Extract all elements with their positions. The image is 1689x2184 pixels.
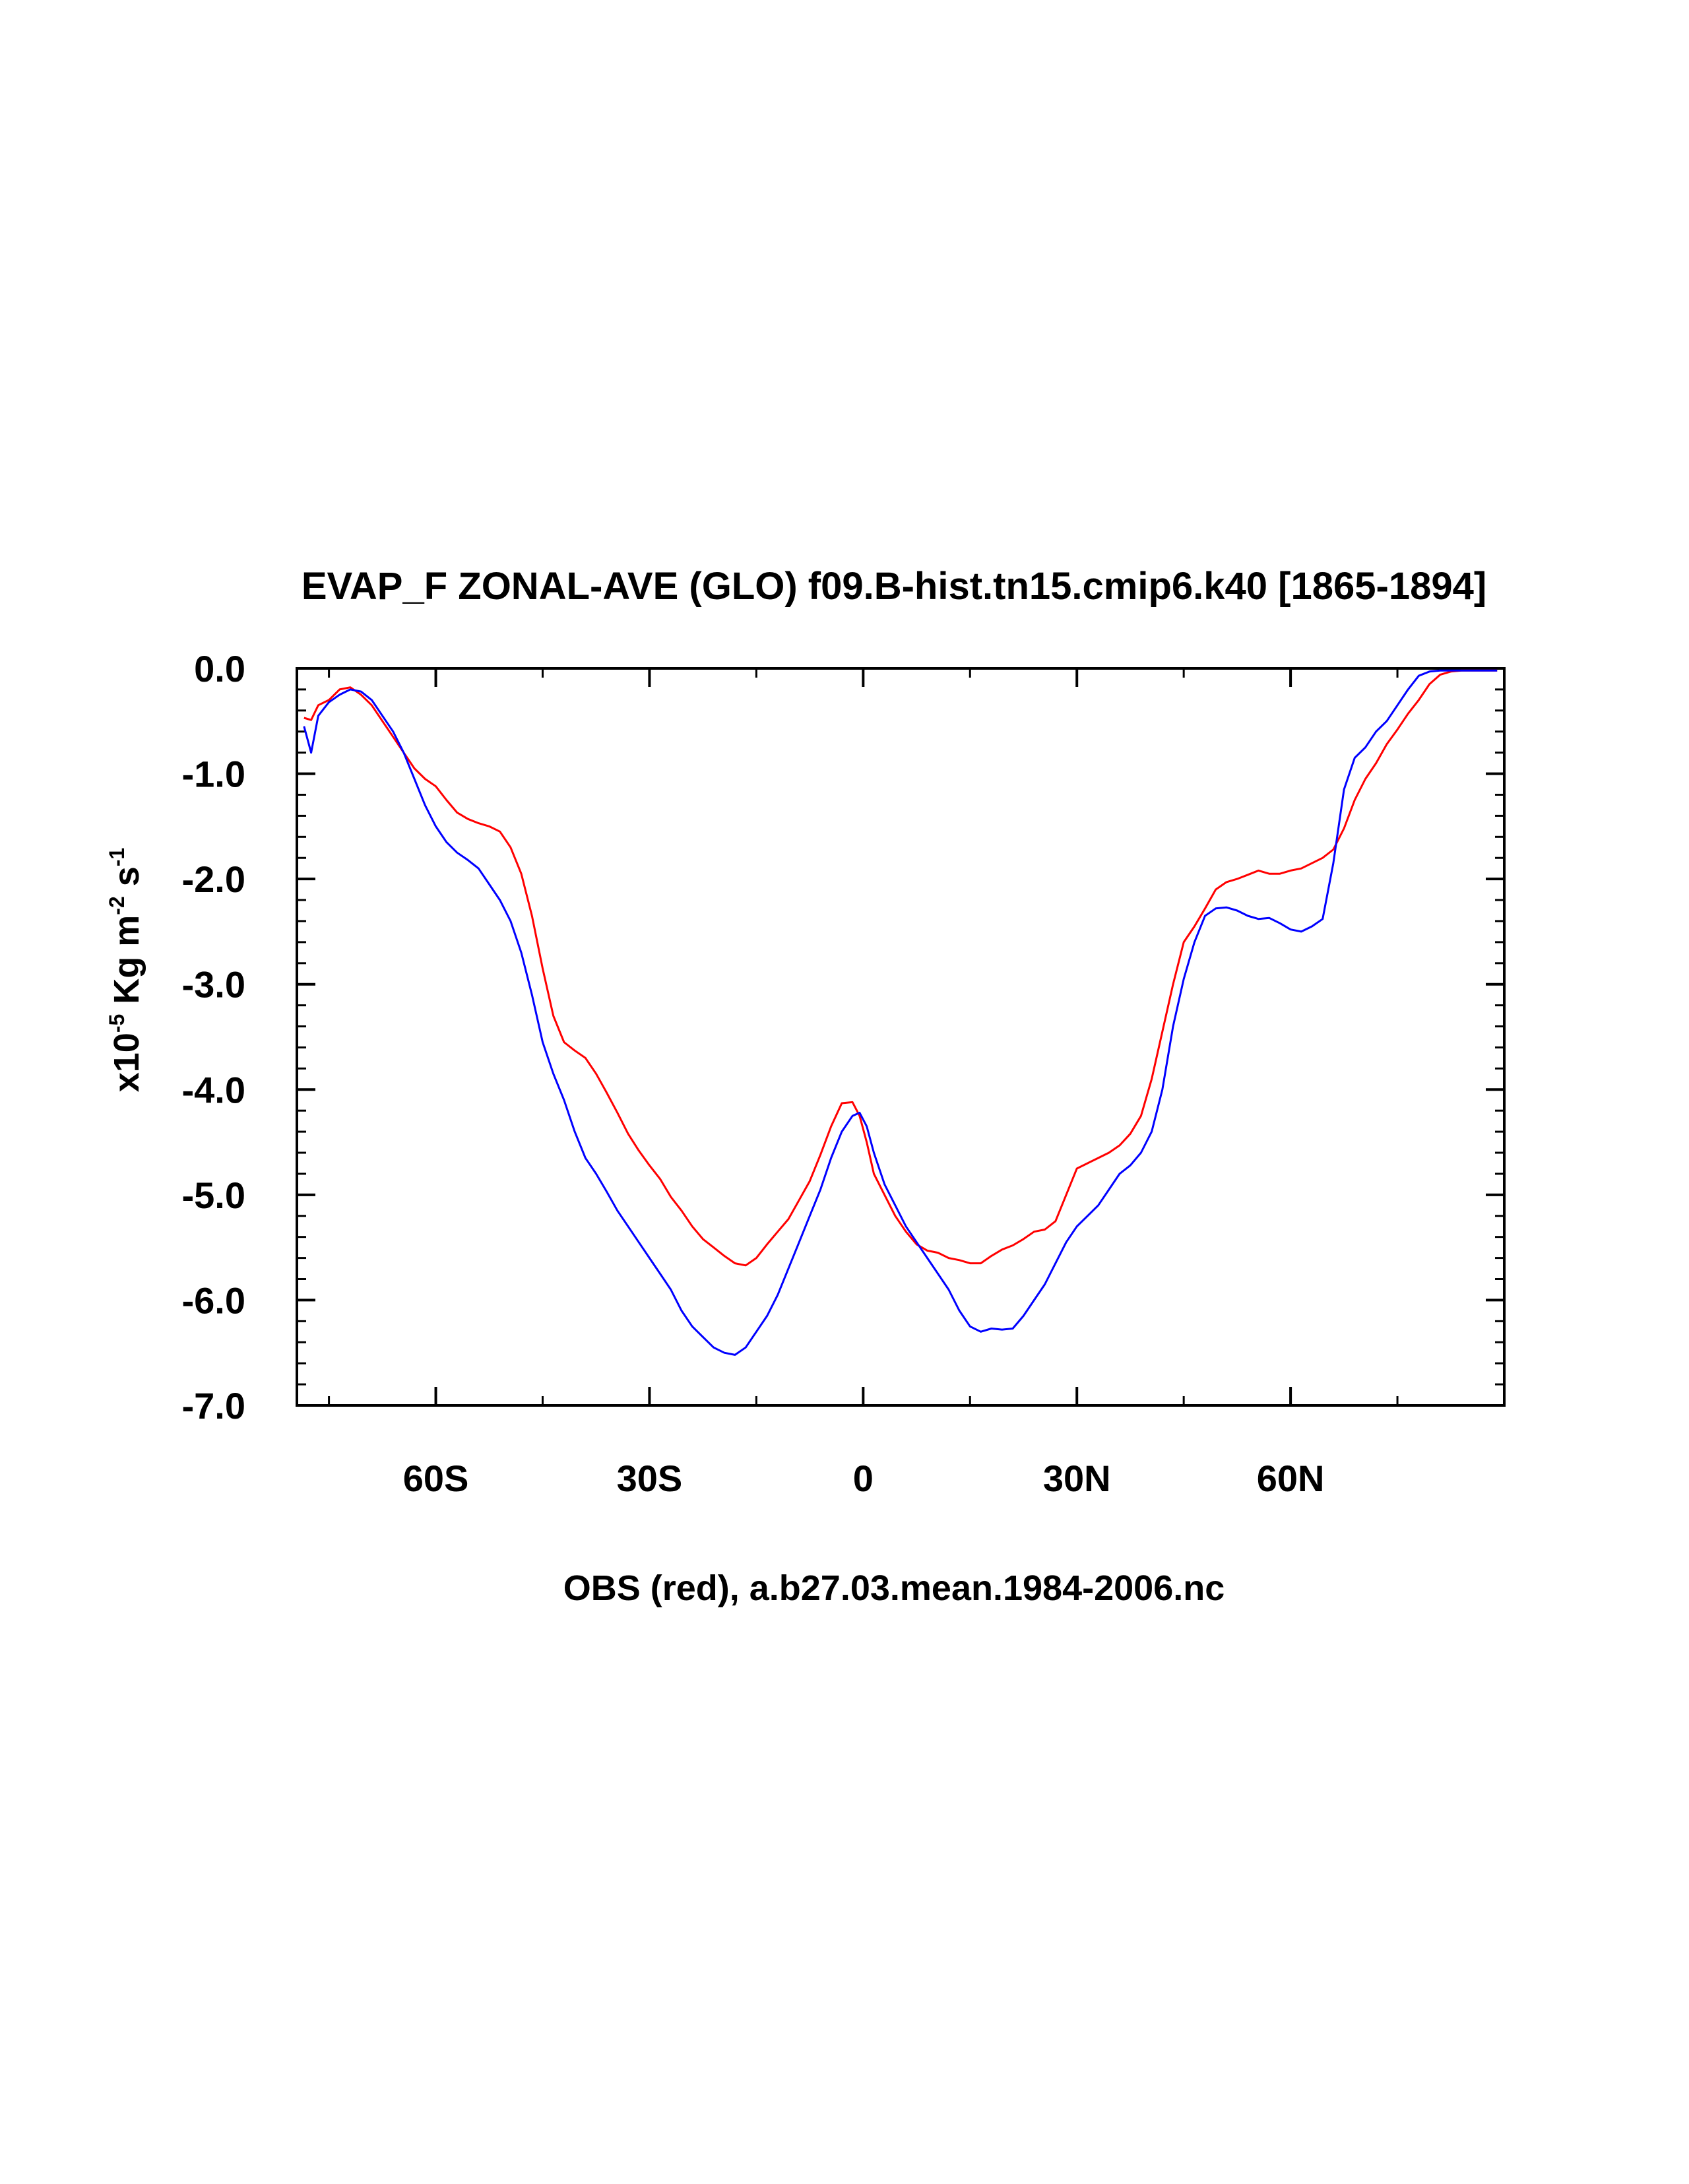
- x-tick-labels: 60S 30S 0 30N 60N: [403, 1458, 1325, 1499]
- x-tick-label: 30S: [617, 1458, 683, 1499]
- y-label-exp2: -1: [105, 848, 129, 866]
- y-tick-label: 0.0: [194, 648, 245, 690]
- y-label-unit2: s: [107, 866, 146, 896]
- y-tick-label: -6.0: [182, 1279, 246, 1321]
- y-tick-labels: 0.0 -1.0 -2.0 -3.0 -4.0 -5.0 -6.0 -7.0: [182, 648, 246, 1427]
- y-tick-label: -4.0: [182, 1069, 246, 1110]
- y-label-exp: -5: [105, 1014, 129, 1033]
- y-label-base: x10: [107, 1033, 146, 1092]
- series-line-obs: [303, 669, 1498, 1267]
- y-tick-label: -3.0: [182, 964, 246, 1006]
- series-layer: [303, 669, 1498, 1356]
- y-label-unit1: Kg m: [107, 915, 146, 1014]
- chart-title: EVAP_F ZONAL-AVE (GLO) f09.B-hist.tn15.c…: [302, 565, 1486, 608]
- axis-ticks: [297, 667, 1504, 1407]
- y-tick-label: -7.0: [182, 1385, 246, 1427]
- series-line-model: [303, 669, 1498, 1356]
- x-tick-label: 30N: [1043, 1458, 1111, 1499]
- x-axis-label: OBS (red), a.b27.03.mean.1984-2006.nc: [563, 1568, 1225, 1608]
- y-tick-label: -2.0: [182, 858, 246, 900]
- plot-area: [296, 667, 1506, 1407]
- y-axis-label: x10-5 Kg m-2 s-1: [105, 848, 146, 1093]
- y-tick-label: -1.0: [182, 754, 246, 795]
- plot-border: [296, 667, 1506, 1407]
- y-label-exp1: -2: [105, 896, 129, 915]
- x-tick-label: 0: [853, 1458, 874, 1499]
- x-tick-label: 60N: [1257, 1458, 1325, 1499]
- x-tick-label: 60S: [403, 1458, 469, 1499]
- y-tick-label: -5.0: [182, 1174, 246, 1216]
